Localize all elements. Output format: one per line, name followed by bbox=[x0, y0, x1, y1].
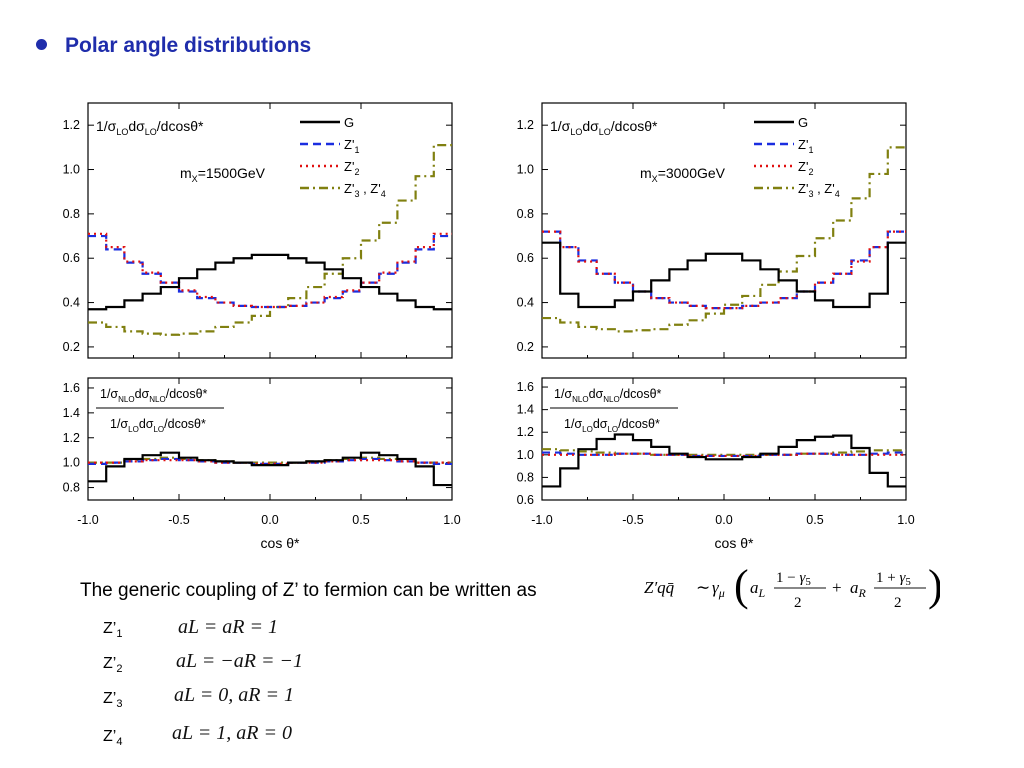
y-tick-label: 0.6 bbox=[517, 493, 534, 507]
model-label-z2: Z’2 bbox=[103, 655, 123, 676]
y-tick-label: 1.0 bbox=[63, 163, 80, 177]
y-tick-label: 1.2 bbox=[517, 425, 534, 439]
legend-label: G bbox=[344, 115, 354, 130]
series-line-z2 bbox=[88, 459, 452, 465]
model-expr-z4: aL = 1, aR = 0 bbox=[172, 722, 292, 744]
coupling-formula: Z′qq̄ ∼ γμ ( aL 1 − γ5 2 + aR 1 + γ5 2 ) bbox=[644, 562, 940, 611]
ratio-denominator: 1/σLOdσLO/dcosθ* bbox=[564, 417, 660, 434]
svg-text:aR: aR bbox=[850, 578, 867, 600]
series-line-z3z4 bbox=[88, 144, 452, 336]
y-tick-label: 0.8 bbox=[517, 207, 534, 221]
series-line-z2 bbox=[542, 452, 906, 458]
series-line-z3z4 bbox=[88, 456, 452, 464]
x-tick-label: -1.0 bbox=[531, 513, 553, 527]
y-axis-label: 1/σNLOdσNLO/dcosθ* 1/σLOdσLO/dcosθ* bbox=[96, 387, 224, 434]
model-label-z4: Z’4 bbox=[103, 728, 123, 749]
y-tick-label: 1.0 bbox=[517, 448, 534, 462]
slide-title-text: Polar angle distributions bbox=[65, 34, 312, 57]
legend-label: Z'3 , Z'4 bbox=[344, 181, 386, 199]
legend-label: G bbox=[798, 115, 808, 130]
x-tick-label: 0.5 bbox=[352, 513, 369, 527]
plot-frame bbox=[87, 102, 453, 359]
y-tick-label: 0.2 bbox=[63, 340, 80, 354]
y-tick-label: 1.6 bbox=[517, 380, 534, 394]
x-tick-label: 1.0 bbox=[897, 513, 914, 527]
chart-panel-bottom-left: 0.8 1.0 1.2 1.4 1.6 -1.0 -0.5 0.0 0.5 1.0 cos θ* 1/… bbox=[63, 377, 461, 551]
x-tick-label: 0.5 bbox=[806, 513, 823, 527]
bullet-icon bbox=[36, 38, 47, 50]
model-expr-z2: aL = −aR = −1 bbox=[176, 650, 303, 672]
x-tick-label: 0.0 bbox=[261, 513, 278, 527]
series-line-z3z4 bbox=[542, 146, 906, 333]
y-tick-label: 1.0 bbox=[517, 163, 534, 177]
svg-text:(: ( bbox=[734, 562, 749, 610]
svg-text:): ) bbox=[928, 562, 940, 610]
legend-label: Z'2 bbox=[798, 159, 813, 177]
series-line-g bbox=[88, 253, 452, 311]
ratio-numerator: 1/σNLOdσNLO/dcosθ* bbox=[554, 387, 662, 404]
plot-frame bbox=[541, 102, 907, 359]
y-tick-label: 0.4 bbox=[63, 296, 80, 310]
y-tick-label: 1.2 bbox=[517, 118, 534, 132]
y-axis-label: 1/σNLOdσNLO/dcosθ* 1/σLOdσLO/dcosθ* bbox=[550, 387, 678, 434]
chart-panel-bottom-right: 0.6 0.8 1.0 1.2 1.4 1.6 -1.0 -0.5 0.0 0.5 1.0 cos θ… bbox=[517, 377, 915, 551]
y-tick-label: 1.0 bbox=[63, 456, 80, 470]
legend-label: Z'1 bbox=[344, 137, 359, 155]
svg-text:1 + γ5: 1 + γ5 bbox=[876, 570, 911, 588]
series-line-z1 bbox=[88, 234, 452, 309]
series-line-g bbox=[88, 451, 452, 487]
y-tick-label: 0.8 bbox=[63, 207, 80, 221]
svg-text:2: 2 bbox=[794, 595, 802, 611]
y-tick-label: 1.6 bbox=[63, 381, 80, 395]
x-tick-label: 0.0 bbox=[715, 513, 732, 527]
y-tick-label: 1.2 bbox=[63, 431, 80, 445]
slide-title: Polar angle distributions bbox=[36, 34, 311, 58]
x-axis-label: cos θ* bbox=[261, 535, 300, 551]
x-tick-label: 1.0 bbox=[443, 513, 460, 527]
y-axis-label: 1/σLOdσLO/dcosθ* bbox=[550, 118, 658, 137]
mass-annotation: mX=3000GeV bbox=[640, 165, 726, 184]
legend-label: Z'1 bbox=[798, 137, 813, 155]
y-tick-label: 0.6 bbox=[63, 251, 80, 265]
y-axis-label: 1/σLOdσLO/dcosθ* bbox=[96, 118, 204, 137]
ratio-numerator: 1/σNLOdσNLO/dcosθ* bbox=[100, 387, 208, 404]
model-expr-z3: aL = 0, aR = 1 bbox=[174, 684, 294, 706]
y-tick-label: 0.4 bbox=[517, 296, 534, 310]
y-tick-label: 0.2 bbox=[517, 340, 534, 354]
svg-text:2: 2 bbox=[894, 595, 902, 611]
svg-text:aL: aL bbox=[750, 578, 766, 600]
model-expr-z1: aL = aR = 1 bbox=[178, 616, 278, 638]
svg-text:∼: ∼ bbox=[696, 578, 710, 597]
series-line-z1 bbox=[542, 230, 906, 310]
svg-text:+: + bbox=[832, 578, 842, 597]
x-tick-label: -0.5 bbox=[622, 513, 644, 527]
series-line-g bbox=[542, 241, 906, 309]
chart-panel-top-left: 0.2 0.4 0.6 0.8 1.0 1.2 1/σLOdσLO/dcosθ* mX=150… bbox=[63, 102, 453, 359]
y-tick-label: 0.6 bbox=[517, 251, 534, 265]
y-tick-label: 0.8 bbox=[63, 481, 80, 495]
legend-label: Z'3 , Z'4 bbox=[798, 181, 840, 199]
series-line-g bbox=[542, 433, 906, 488]
model-label-z3: Z’3 bbox=[103, 690, 123, 711]
svg-text:Z′qq̄: Z′qq̄ bbox=[644, 578, 675, 597]
svg-text:γμ: γμ bbox=[712, 578, 725, 600]
legend-label: Z'2 bbox=[344, 159, 359, 177]
chart-panel-top-right: 0.2 0.4 0.6 0.8 1.0 1.2 1/σLOdσLO/dcosθ* mX=300… bbox=[517, 102, 907, 359]
model-label-z1: Z’1 bbox=[103, 620, 123, 641]
series-line-z2 bbox=[542, 230, 906, 310]
x-tick-label: -1.0 bbox=[77, 513, 99, 527]
ratio-denominator: 1/σLOdσLO/dcosθ* bbox=[110, 417, 206, 434]
mass-annotation: mX=1500GeV bbox=[180, 165, 266, 184]
y-tick-label: 1.4 bbox=[63, 406, 80, 420]
x-tick-label: -0.5 bbox=[168, 513, 190, 527]
svg-text:1 − γ5: 1 − γ5 bbox=[776, 570, 811, 588]
series-line-z3z4 bbox=[542, 448, 906, 456]
x-axis-label: cos θ* bbox=[715, 535, 754, 551]
y-tick-label: 0.8 bbox=[517, 470, 534, 484]
y-tick-label: 1.4 bbox=[517, 403, 534, 417]
coupling-text: The generic coupling of Z’ to fermion ca… bbox=[80, 580, 537, 601]
y-tick-label: 1.2 bbox=[63, 118, 80, 132]
